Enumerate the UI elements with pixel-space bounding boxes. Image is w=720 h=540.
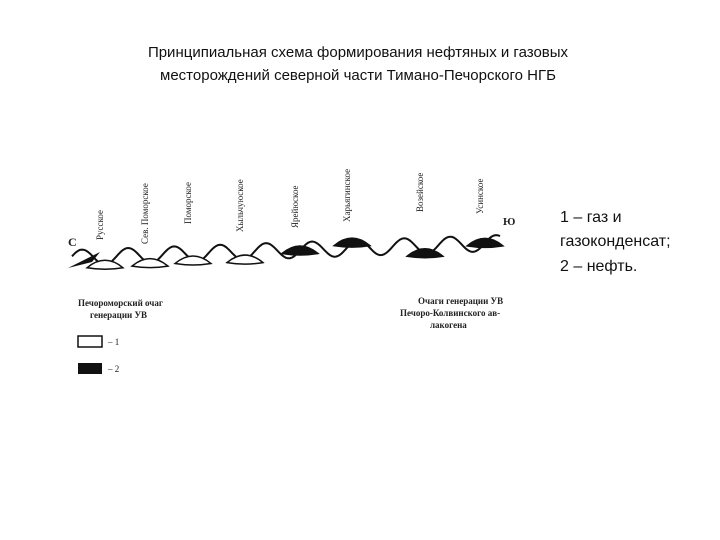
gas-deposit (173, 255, 213, 266)
key-gas (77, 335, 103, 348)
note-line: газоконденсат; (560, 233, 671, 250)
source-label: Очаги генерации УВ (418, 296, 503, 306)
field-label: Возейское (415, 173, 425, 212)
oil-deposit (405, 248, 445, 259)
note-line: 2 – нефть. (560, 258, 637, 275)
source-label: Печоро-Колвинского ав- (400, 308, 500, 318)
field-label: Усинское (475, 179, 485, 214)
oil-deposit (465, 237, 505, 249)
title-line: месторождений северной части Тимано-Печо… (160, 67, 556, 84)
field-label: Сев. Поморское (140, 183, 150, 244)
south-label: Ю (503, 216, 515, 228)
diagram: С Ю Печороморский очаг генерации УВ Очаг… (68, 169, 515, 374)
field-label: Поморское (183, 182, 193, 224)
oil-deposit (280, 245, 320, 256)
field-label: Ярейюское (290, 185, 300, 228)
field-label: Хыльчуюское (235, 179, 245, 232)
gas-deposit (130, 257, 170, 269)
source-label: Печороморский очаг (78, 298, 163, 308)
north-label: С (68, 235, 77, 249)
source-label: лакогена (430, 320, 467, 330)
field-label: Русское (95, 210, 105, 240)
key-label: – 1 (107, 337, 119, 347)
title-line: Принципиальная схема формирования нефтян… (148, 44, 569, 61)
source-label: генерации УВ (90, 310, 147, 320)
gas-deposit (225, 254, 265, 265)
note-line: 1 – газ и (560, 209, 622, 226)
key-label: – 2 (107, 364, 119, 374)
key-oil (78, 363, 102, 374)
field-label: Харьягинское (342, 169, 352, 222)
oil-deposit (332, 237, 372, 248)
gas-deposit (85, 259, 125, 271)
